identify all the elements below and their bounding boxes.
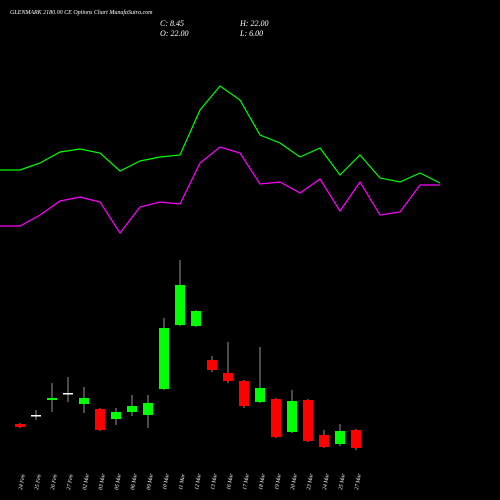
x-tick-label: 24 Mar [321, 472, 331, 490]
candle-body [303, 400, 313, 441]
stat: C: 8.45 [160, 19, 184, 28]
x-tick-label: 05 Mar [114, 472, 123, 490]
candle-body [239, 381, 249, 406]
x-tick-label: 11 Mar [178, 473, 187, 491]
x-tick-label: 10 Mar [162, 472, 171, 490]
x-tick-label: 23 Mar [306, 472, 315, 490]
indicator-line [0, 146, 440, 235]
candle-body [63, 393, 73, 395]
candle-body [271, 399, 281, 437]
chart-title: GLENMARK 2180.00 CE Options Chart Munafa… [10, 9, 153, 16]
candle-body [191, 311, 201, 326]
stat: O: 22.00 [160, 29, 188, 38]
candle-body [143, 403, 153, 415]
candle-body [207, 360, 217, 370]
x-tick-label: 16 Mar [226, 472, 235, 490]
candle-body [47, 398, 57, 400]
x-tick-label: 25 Mar [338, 472, 347, 490]
candle-body [127, 406, 137, 412]
x-tick-label: 06 Mar [130, 472, 139, 490]
candle-body [31, 415, 41, 417]
stat: L: 6.00 [239, 29, 263, 38]
candle-body [159, 328, 169, 389]
x-tick-label: 03 Mar [98, 472, 107, 490]
x-tick-label: 25 Feb [34, 474, 43, 490]
candle-body [319, 435, 329, 447]
candle-body [335, 431, 345, 444]
x-tick-label: 09 Mar [146, 472, 155, 490]
candle-body [255, 388, 265, 402]
candle-body [15, 424, 25, 427]
stat: H: 22.00 [239, 19, 268, 28]
x-tick-label: 24 Feb [17, 474, 27, 491]
candle-body [95, 409, 105, 430]
x-tick-label: 02 Mar [82, 472, 91, 490]
x-tick-label: 17 Mar [242, 472, 251, 490]
x-tick-label: 26 Feb [50, 474, 59, 490]
candle-body [111, 412, 121, 419]
x-tick-label: 13 Mar [210, 472, 219, 490]
candle-body [175, 285, 185, 325]
x-tick-label: 19 Mar [274, 472, 283, 490]
x-tick-label: 27 Mar [354, 472, 363, 490]
x-tick-label: 18 Mar [258, 472, 267, 490]
candle-body [287, 401, 297, 432]
candle-body [79, 398, 89, 404]
indicator-line [0, 85, 441, 184]
x-tick-label: 27 Feb [66, 474, 75, 490]
x-tick-label: 20 Mar [290, 472, 299, 490]
x-tick-label: 12 Mar [194, 472, 203, 490]
candle-body [223, 373, 233, 381]
candle-body [351, 430, 361, 448]
